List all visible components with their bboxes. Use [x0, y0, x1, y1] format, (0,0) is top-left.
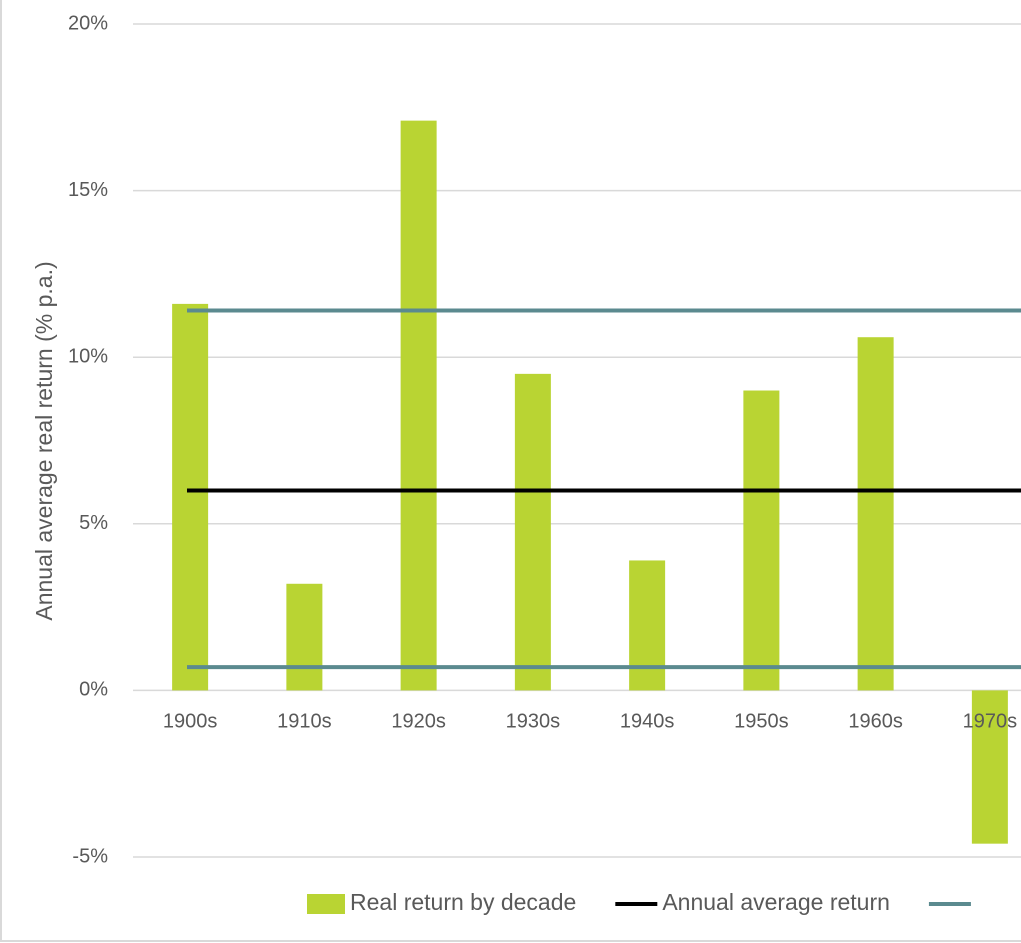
x-tick-label: 1910s — [277, 711, 332, 733]
y-tick-label: 15% — [68, 179, 108, 201]
bar — [514, 373, 551, 691]
x-tick-label: 1960s — [848, 711, 903, 733]
bar — [629, 560, 666, 691]
y-tick-label: 5% — [79, 512, 108, 534]
y-tick-label: 20% — [68, 12, 108, 34]
y-tick-label: 10% — [68, 345, 108, 367]
bar — [172, 303, 209, 691]
x-tick-label: 1950s — [734, 711, 789, 733]
y-tick-label: -5% — [72, 845, 108, 867]
x-tick-label: 1970s — [963, 711, 1018, 733]
y-tick-label: 0% — [79, 679, 108, 701]
bar — [743, 390, 780, 691]
legend-swatch — [307, 894, 345, 914]
legend-label: Annual average return — [662, 889, 890, 915]
bar — [971, 690, 1008, 844]
x-tick-label: 1920s — [391, 711, 446, 733]
y-axis-label: Annual average real return (% p.a.) — [31, 261, 57, 620]
bar — [400, 120, 437, 691]
x-tick-label: 1930s — [506, 711, 561, 733]
bar — [286, 583, 323, 691]
legend-label: Real return by decade — [350, 889, 576, 915]
bar — [857, 337, 894, 691]
x-tick-label: 1900s — [163, 711, 218, 733]
x-tick-label: 1940s — [620, 711, 675, 733]
